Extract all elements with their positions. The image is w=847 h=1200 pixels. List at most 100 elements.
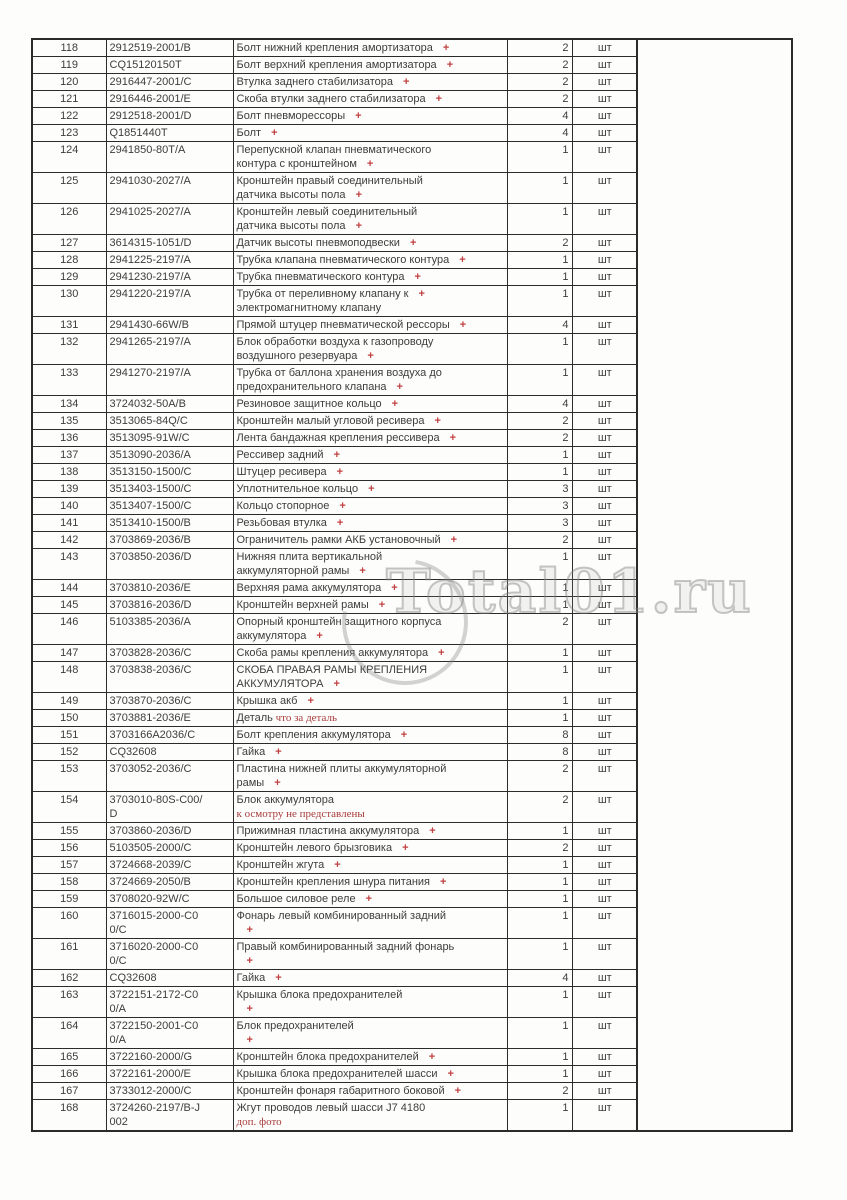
qty-cell: 1 <box>506 1017 573 1049</box>
description-cell: Гайка + <box>232 969 508 987</box>
red-plus-mark: + <box>450 534 458 546</box>
part-number-cell: 3513065-84Q/C <box>105 412 234 430</box>
description-cell: Деталь что за деталь <box>232 709 508 727</box>
description-text: Прижимная пластина аккумулятора <box>236 825 420 837</box>
description-text: Кронштейн левого брызговика <box>236 842 393 854</box>
description-text: Гайка <box>236 746 266 758</box>
qty-cell: 1 <box>506 579 573 597</box>
unit-cell: шт <box>571 692 639 710</box>
description-text: Крышка блока предохранителей шасси <box>236 1068 438 1080</box>
red-plus-mark: + <box>429 825 436 837</box>
red-plus-mark: + <box>307 695 314 707</box>
qty-cell: 2 <box>506 1082 573 1100</box>
unit-cell: шт <box>571 822 639 840</box>
unit-cell: шт <box>571 333 639 365</box>
qty-cell: 1 <box>506 203 573 235</box>
description-text: Трубка клапана пневматического контура <box>236 254 450 266</box>
qty-cell: 2 <box>506 38 573 57</box>
description-text: Резьбовая втулка <box>236 517 327 529</box>
table-row: 138 3513150-1500/C Штуцер ресивера +1 шт <box>31 463 639 481</box>
description-text: Прямой штуцер пневматической рессоры <box>236 319 450 331</box>
unit-cell: шт <box>571 395 639 413</box>
description-line: Крышка блока предохранителей шасси + <box>237 1067 504 1081</box>
qty-cell: 1 <box>506 1065 573 1083</box>
description-cell: Кронштейн верхней рамы + <box>232 596 508 614</box>
description-text: контура с кронштейном <box>236 158 357 170</box>
part-number-cell: 3708020-92W/C <box>105 890 234 908</box>
description-cell: Прижимная пластина аккумулятора + <box>232 822 508 840</box>
description-line: Кронштейн левый соединительный <box>237 205 504 219</box>
row-number-cell: 141 <box>31 514 107 532</box>
table-row: 132 2941265-2197/A Блок обработки воздуха … <box>31 333 639 365</box>
row-number-cell: 140 <box>31 497 107 515</box>
part-number-cell: 2941225-2197/A <box>105 251 234 269</box>
description-line: электромагнитному клапану <box>237 301 504 315</box>
red-note: к осмотру не представлены <box>236 808 365 820</box>
description-text: Лента бандажная крепления рессивера <box>236 432 440 444</box>
part-number-cell: 3716020-2000-C0 0/C <box>105 938 234 970</box>
description-text: Кронштейн жгута <box>236 859 325 871</box>
description-text: датчика высоты пола <box>236 189 346 201</box>
row-number-cell: 147 <box>31 644 107 662</box>
description-line: Лента бандажная крепления рессивера + <box>237 431 504 445</box>
description-cell: Блок предохранителей + <box>232 1017 508 1049</box>
row-number-cell: 161 <box>31 938 107 970</box>
part-number-cell: 3703828-2036/C <box>105 644 234 662</box>
unit-cell: шт <box>571 969 639 987</box>
part-number-cell: 3513150-1500/C <box>105 463 234 481</box>
table-row: 162 CQ32608 Гайка +4 шт <box>31 969 639 987</box>
description-cell: Скоба рамы крепления аккумулятора + <box>232 644 508 662</box>
red-plus-mark: + <box>418 288 425 300</box>
unit-cell: шт <box>571 986 639 1018</box>
row-number-cell: 165 <box>31 1048 107 1066</box>
red-plus-mark: + <box>336 517 344 529</box>
red-plus-mark: + <box>271 127 278 139</box>
part-number-cell: 3722160-2000/G <box>105 1048 234 1066</box>
part-number-cell: 5103385-2036/A <box>105 613 234 645</box>
red-note: доп. фото <box>236 1116 282 1128</box>
table-row: 146 5103385-2036/A Опорный кронштейн защит… <box>31 613 639 645</box>
description-text: Жгут проводов левый шасси J7 4180 <box>236 1102 426 1114</box>
description-cell: Кронштейн жгута + <box>232 856 508 874</box>
row-number-cell: 160 <box>31 907 107 939</box>
table-row: 118 2912519-2001/B Болт нижний крепления а… <box>31 38 639 57</box>
unit-cell: шт <box>571 726 639 744</box>
qty-cell: 1 <box>506 172 573 204</box>
red-plus-mark: + <box>396 381 403 393</box>
red-plus-mark: + <box>409 237 417 249</box>
qty-cell: 1 <box>506 285 573 317</box>
qty-cell: 1 <box>506 661 573 693</box>
table-row: 149 3703870-2036/C Крышка акб +1 шт <box>31 692 639 710</box>
qty-cell: 2 <box>506 73 573 91</box>
description-cell: Кронштейн левый соединительный датчика вы… <box>232 203 508 235</box>
unit-cell: шт <box>571 234 639 252</box>
description-line: Перепускной клапан пневматического <box>237 143 504 157</box>
table-row: 134 3724032-50A/B Резиновое защитное кольц… <box>31 395 639 413</box>
part-number-cell: 3733012-2000/C <box>105 1082 234 1100</box>
row-number-cell: 150 <box>31 709 107 727</box>
description-line: Блок обработки воздуха к газопроводу <box>237 335 504 349</box>
qty-cell: 2 <box>506 531 573 549</box>
description-cell: Болт крепления аккумулятора + <box>232 726 508 744</box>
unit-cell: шт <box>571 1099 639 1132</box>
unit-cell: шт <box>571 172 639 204</box>
table-row: 128 2941225-2197/A Трубка клапана пневмати… <box>31 251 639 269</box>
unit-cell: шт <box>571 661 639 693</box>
description-line: Втулка заднего стабилизатора + <box>237 75 504 89</box>
description-cell: Кронштейн левого брызговика + <box>232 839 508 857</box>
description-line: контура с кронштейном + <box>237 157 504 171</box>
description-text: Ограничитель рамки АКБ установочный <box>236 534 441 546</box>
table-row: 156 5103505-2000/C Кронштейн левого брызго… <box>31 839 639 857</box>
description-line: Кронштейн блока предохранителей + <box>237 1050 504 1064</box>
table-row: 122 2912518-2001/D Болт пневморессоры +4 шт <box>31 107 639 125</box>
table-row: 142 3703869-2036/B Ограничитель рамки АКБ … <box>31 531 639 549</box>
description-text: Штуцер ресивера <box>236 466 327 478</box>
description-line: Гайка + <box>237 745 504 759</box>
description-line: датчика высоты пола + <box>237 188 504 202</box>
description-line: Деталь что за деталь <box>237 711 504 725</box>
description-line: аккумулятора + <box>237 629 504 643</box>
description-cell: СКОБА ПРАВАЯ РАМЫ КРЕПЛЕНИЯ АККУМУЛЯТОРА + <box>232 661 508 693</box>
unit-cell: шт <box>571 596 639 614</box>
qty-cell: 8 <box>506 726 573 744</box>
red-plus-mark: + <box>368 483 375 495</box>
